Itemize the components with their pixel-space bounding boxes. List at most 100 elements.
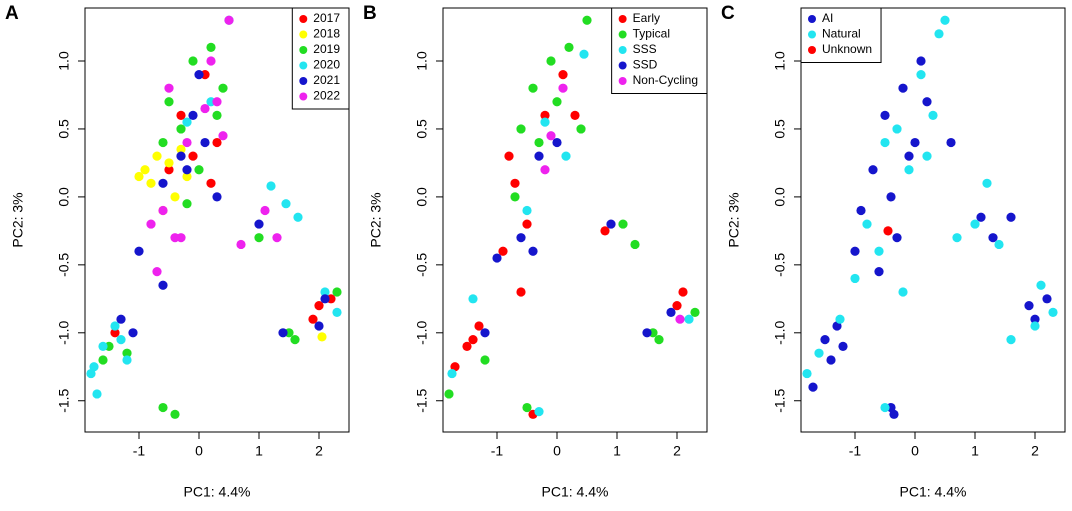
point [182, 137, 192, 148]
point [970, 219, 980, 229]
y-tick-label: -0.5 [414, 253, 430, 277]
y-axis-label: PC2: 3% [368, 192, 384, 247]
point [916, 69, 926, 80]
x-tick-label: -1 [849, 443, 862, 459]
point [892, 124, 902, 134]
point [904, 151, 914, 161]
legend-label: Non-Cycling [633, 73, 698, 87]
point [540, 110, 550, 120]
point [86, 368, 96, 379]
point [176, 110, 186, 120]
point [576, 124, 586, 134]
y-axis-label: PC2: 3% [726, 192, 742, 247]
point [320, 294, 330, 304]
legend-swatch [808, 46, 816, 54]
point [880, 137, 890, 148]
point [236, 239, 246, 250]
y-tick-label: 1.0 [56, 51, 72, 71]
point [558, 83, 568, 93]
point [474, 321, 484, 331]
point [976, 212, 986, 222]
legend-label: AI [822, 11, 833, 25]
point [510, 178, 520, 188]
point [883, 226, 893, 236]
point [504, 151, 514, 161]
point [898, 83, 908, 93]
point [468, 334, 478, 345]
point [940, 15, 950, 25]
point [272, 233, 282, 243]
point [188, 110, 198, 120]
point [666, 307, 676, 318]
point [564, 42, 574, 53]
point [522, 205, 532, 216]
legend-label: 2017 [313, 11, 340, 25]
point [922, 97, 932, 107]
point [1048, 307, 1058, 318]
point [982, 178, 992, 188]
legend-label: 2022 [313, 89, 340, 103]
legend-label: 2020 [313, 58, 340, 72]
point [856, 205, 866, 216]
point [158, 137, 168, 148]
point [534, 151, 544, 161]
x-tick-label: -1 [133, 443, 146, 459]
point [206, 56, 216, 66]
point [600, 226, 610, 236]
point [540, 165, 550, 175]
point [582, 15, 592, 25]
point [492, 253, 502, 263]
point [212, 110, 222, 120]
x-axis-label: PC1: 4.4% [900, 484, 967, 500]
point [314, 301, 324, 311]
y-tick-label: -0.5 [772, 253, 788, 277]
legend-swatch [299, 77, 308, 85]
point [558, 69, 568, 80]
point [254, 219, 264, 229]
point [618, 219, 628, 229]
point [642, 328, 652, 338]
x-tick-label: 1 [255, 443, 263, 459]
point [672, 301, 682, 311]
point [224, 15, 234, 25]
point [182, 117, 192, 127]
panel: A -1 0 1 2 -1.5 -1.0 -0.5 0.0 0.5 1.0 PC1: 4.4% PC2:… [5, 3, 350, 500]
point [176, 144, 186, 154]
legend-label: Natural [822, 27, 861, 41]
point [116, 334, 126, 345]
point [182, 165, 192, 175]
point [164, 165, 174, 175]
point [194, 165, 204, 175]
y-tick-label: -1.5 [56, 388, 72, 412]
point [317, 332, 327, 342]
point [134, 246, 144, 256]
point [510, 192, 520, 202]
plot-frame [84, 7, 350, 433]
panel: B -1 0 1 2 -1.5 -1.0 -0.5 0.0 0.5 1.0 PC1: 4.4% PC2:… [363, 3, 708, 500]
y-tick-label: -1.5 [772, 388, 788, 412]
legend-swatch [618, 46, 627, 54]
point [994, 239, 1004, 250]
point [684, 314, 694, 324]
y-tick-label: 0.0 [414, 187, 430, 207]
point [110, 321, 120, 331]
point [904, 165, 914, 175]
y-tick-label: -1.0 [772, 321, 788, 345]
x-tick-label: 0 [911, 443, 919, 459]
point [534, 137, 544, 148]
point [122, 348, 132, 358]
legend-label: 2018 [313, 27, 340, 41]
point [152, 151, 162, 161]
legend-label: Early [633, 11, 660, 25]
y-tick-label: 0.5 [772, 119, 788, 139]
legend-label: Typical [633, 27, 670, 41]
point [98, 355, 108, 365]
point [874, 267, 884, 277]
x-tick-label: 0 [553, 443, 561, 459]
point [122, 355, 132, 365]
point [552, 97, 562, 107]
point [212, 137, 222, 148]
